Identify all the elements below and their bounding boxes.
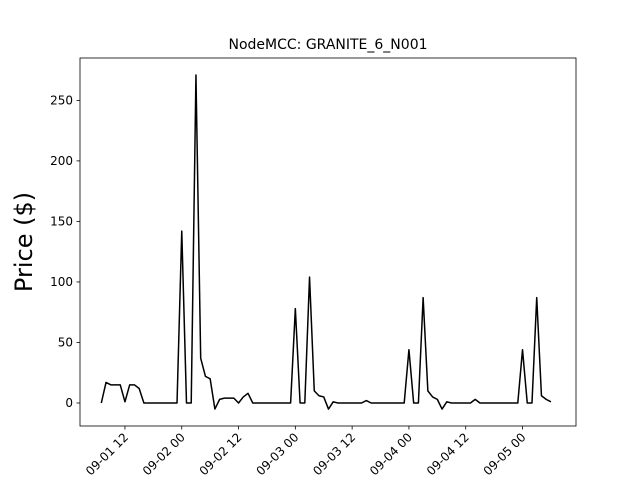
x-tick-label: 09-04 00: [367, 430, 415, 478]
chart-title: NodeMCC: GRANITE_6_N001: [228, 37, 427, 53]
y-tick-label: 0: [65, 396, 73, 410]
y-tick-label: 150: [50, 214, 73, 228]
x-tick-label: 09-02 12: [197, 430, 245, 478]
y-tick-label: 50: [58, 335, 73, 349]
y-axis-label: Price ($): [10, 192, 38, 292]
x-tick-label: 09-01 12: [83, 430, 131, 478]
price-line: [100, 74, 552, 410]
x-tick-label: 09-04 12: [424, 430, 472, 478]
x-tick-label: 09-02 00: [140, 430, 188, 478]
x-tick-label: 09-05 00: [481, 430, 529, 478]
y-tick-label: 250: [50, 93, 73, 107]
plot-frame: [79, 57, 577, 427]
x-tick-label: 09-03 12: [310, 430, 358, 478]
y-tick-label: 100: [50, 275, 73, 289]
y-tick-label: 200: [50, 154, 73, 168]
x-tick-label: 09-03 00: [253, 430, 301, 478]
